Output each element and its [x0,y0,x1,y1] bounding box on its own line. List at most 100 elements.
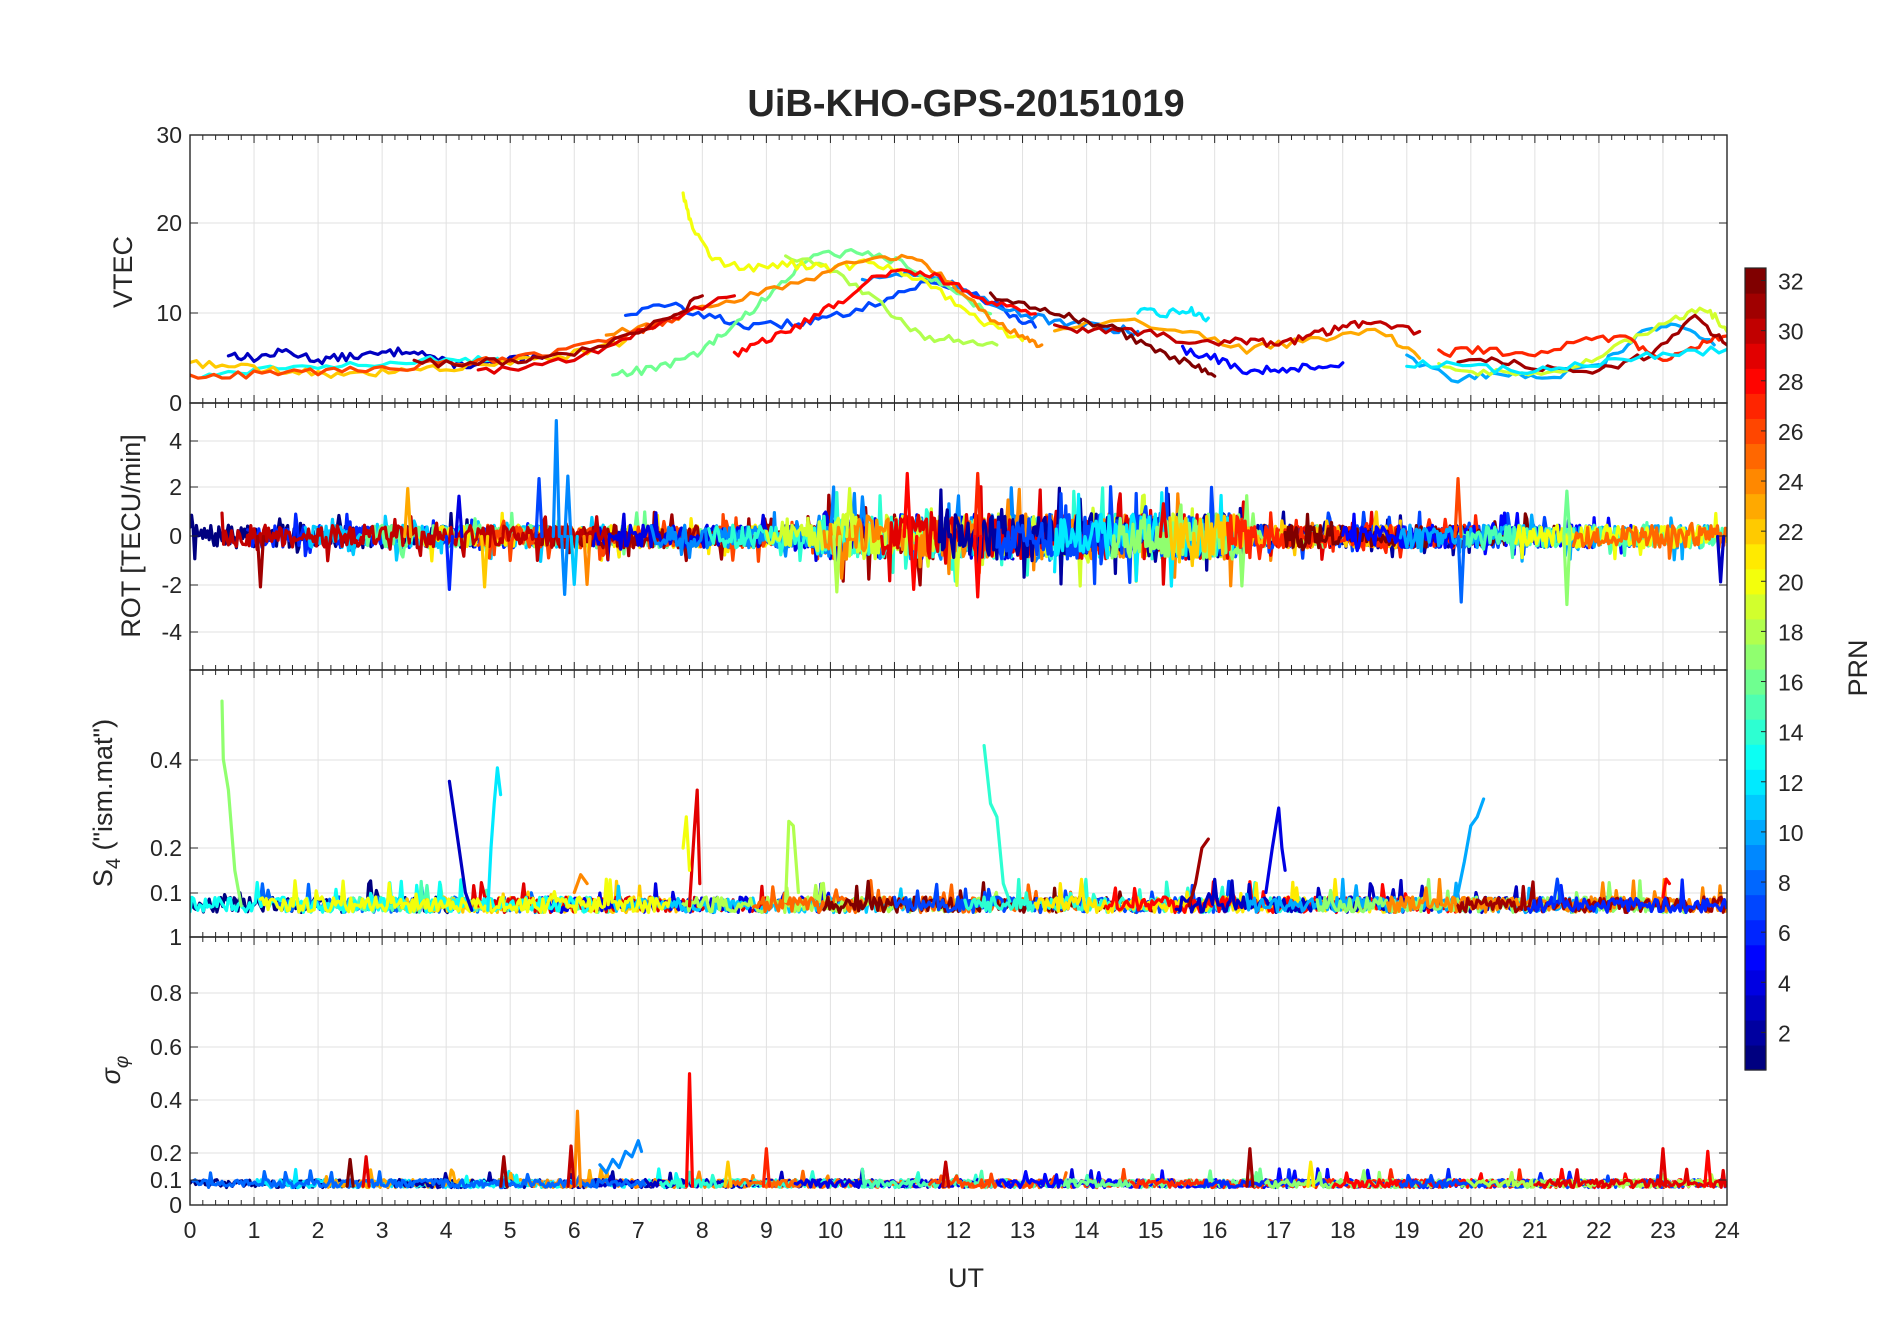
x-axis: 0 1 2 3 4 5 6 7 8 9 10 11 12 13 14 15 16 17 18 19 20 21 22 23 24 [184,1217,1740,1243]
x-tick-label: 9 [760,1217,773,1243]
colorbar-tick-label: 26 [1778,419,1804,445]
colorbar-swatch [1745,318,1766,344]
colorbar-swatch [1745,1044,1766,1071]
colorbar-tick-label: 28 [1778,369,1804,395]
colorbar-swatch [1745,719,1766,745]
vtec-series-prn-28 [732,268,1037,358]
vtec-series-prn-22 [190,338,628,379]
y-axis-label-s4: S4 ("ism.mat") [88,719,125,887]
rot-spike-prn-11 [569,534,579,586]
panel-sigma_phi: 00.10.2 0.4 0.6 0.8 1 σφ [96,924,1728,1218]
sigma-spike-prn-29 [361,1155,371,1188]
x-tick-label: 16 [1202,1217,1228,1243]
colorbar-swatch [1745,744,1766,770]
s4-event-prn-14 [982,744,1012,903]
colorbar-swatch [1745,293,1766,319]
colorbar-swatch [1745,618,1766,645]
colorbar-swatch [1745,443,1766,470]
rot-spike-prn-22 [479,534,490,589]
vtec-series-prn-31 [412,294,704,369]
x-tick-label: 7 [632,1217,645,1243]
colorbar-swatch [1745,393,1766,419]
y-tick-label: 0.2 [150,1140,182,1166]
s4-event-prn-20 [681,815,692,872]
colorbar-tick-label: 20 [1778,569,1804,595]
rot-spike-prn-4 [454,494,464,539]
panel-vtec: 0 10 20 30 VTEC [108,122,1728,416]
plot-area-sigma_phi [190,1072,1727,1190]
colorbar-tick-label: 10 [1778,820,1804,846]
colorbar-tick-label: 18 [1778,619,1804,645]
rot-spike-prn-16 [1562,489,1572,539]
sigma-spike-prn-32 [345,1157,355,1188]
y-tick-label: 0.1 [150,1167,182,1193]
rot-series-prn-25 [1571,521,1727,560]
vtec-series-prn-23 [1053,317,1422,360]
x-tick-label: 19 [1394,1217,1420,1243]
colorbar-tick-label: 24 [1778,469,1804,495]
y-tick-label: 4 [169,428,182,454]
y-tick-label: 30 [156,122,182,148]
vtec-series-prn-16 [611,248,993,378]
sigma-spike-prn-30 [941,1160,951,1188]
colorbar-swatch [1745,769,1766,795]
rot-spike-prn-3 [1716,534,1726,584]
rot-spike-prn-18 [832,534,842,594]
colorbar-swatch [1745,643,1766,670]
x-tick-label: 14 [1074,1217,1100,1243]
sigma-event-prn-9 [598,1139,644,1175]
colorbar-swatch [1745,794,1766,820]
plot-area-s4 [190,699,1727,915]
rot-spike-prn-17 [1562,534,1572,607]
y-tick-label: -2 [162,572,182,598]
x-tick-label: 12 [946,1217,972,1243]
colorbar-swatch [1745,944,1766,971]
colorbar-swatch [1745,844,1766,871]
y-tick-label: 0.8 [150,980,182,1006]
y-tick-label: -4 [162,619,183,645]
y-axis-label-rot: ROT [TECU/min] [116,434,146,638]
vtec-series-prn-27 [1437,333,1727,362]
y-tick-label: 0 [169,523,182,549]
y-tick-label: 0.2 [150,835,182,861]
s4-series-prn-20 [258,877,672,915]
sigma-spike-prn-22 [723,1160,733,1188]
vtec-series-prn-32 [988,291,1217,378]
x-tick-label: 3 [376,1217,389,1243]
colorbar-tick-label: 14 [1778,720,1804,746]
rot-spike-prn-29 [1158,502,1169,539]
rot-spike-prn-28 [973,534,983,599]
rot-spike-prn-27 [973,471,983,539]
colorbar-swatch [1745,468,1766,495]
rot-spike-prn-19 [845,487,855,539]
rot-series-prn-30 [220,511,610,563]
colorbar-tick-label: 22 [1778,519,1804,545]
chart-title: UiB-KHO-GPS-20151019 [747,83,1184,125]
colorbar-tick-label: 8 [1778,870,1791,896]
x-tick-label: 0 [184,1217,197,1243]
vtec-series-prn-12 [1405,345,1727,375]
vtec-series-prn-19 [1437,306,1727,377]
x-tick-label: 13 [1010,1217,1036,1243]
colorbar-swatch [1745,493,1766,520]
colorbar-swatch [1745,694,1766,720]
vtec-series-prn-13 [201,355,499,379]
vtec-series-prn-24 [604,253,1044,349]
colorbar-swatch [1745,593,1766,620]
plot-area-rot [190,419,1727,607]
y-axis-label-sigma_phi: σφ [96,1056,133,1085]
colorbar-swatch [1745,819,1766,846]
rot-spike-prn-31 [255,534,266,589]
y-tick-label: 0.6 [150,1034,182,1060]
x-tick-label: 4 [440,1217,453,1243]
colorbar-swatch [1745,543,1766,570]
y-tick-label: 1 [169,924,182,950]
x-tick-label: 17 [1266,1217,1292,1243]
x-tick-label: 15 [1138,1217,1164,1243]
sigma-spike-prn-31 [499,1155,509,1188]
sigma-spike-prn-29 [1658,1147,1668,1188]
sigma-spike-prn-21 [1306,1160,1316,1188]
sigma-spike-prn-30 [566,1144,576,1188]
